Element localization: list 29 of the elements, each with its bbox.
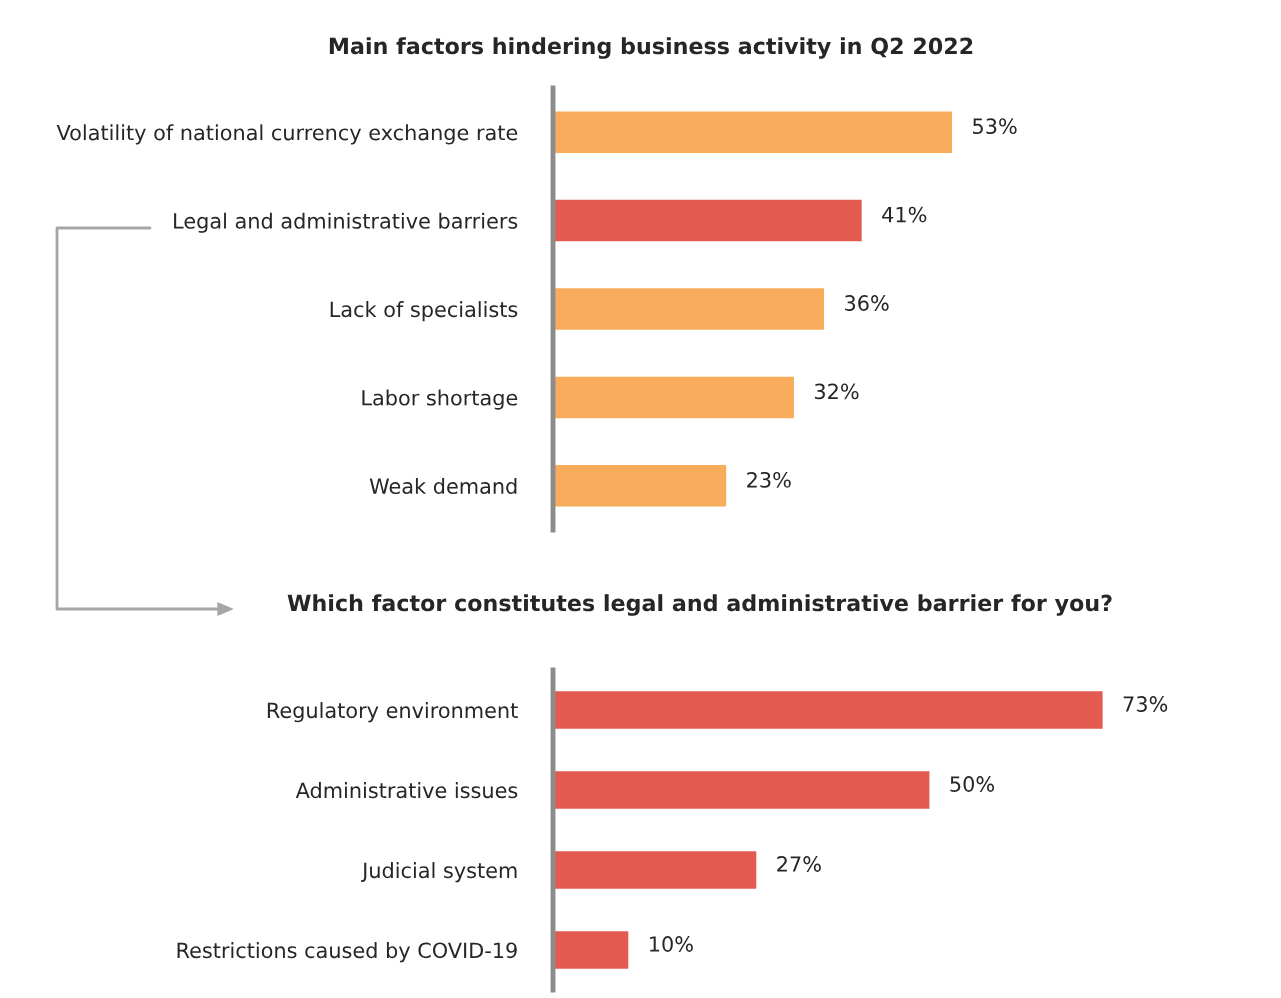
y-tick-label: Legal and administrative barriers — [174, 212, 518, 233]
y-tick-label: Lack of specialists — [330, 301, 518, 322]
bar — [553, 199, 862, 242]
chart-title: Main factors hindering business activity in Q2 2022 — [329, 37, 973, 59]
data-label: 73% — [1123, 696, 1168, 712]
data-label: 53% — [973, 118, 1017, 135]
y-tick-label: Weak demand — [369, 477, 517, 495]
data-label: 10% — [650, 936, 693, 952]
bar — [553, 851, 757, 889]
y-tick-label: Administrative issues — [295, 782, 518, 799]
bar — [553, 288, 825, 330]
data-label: 50% — [950, 776, 995, 792]
y-tick-label: Restrictions caused by COVID-19 — [177, 942, 517, 963]
bar — [553, 931, 629, 969]
y-tick-label: Judicial system — [361, 862, 517, 883]
chart-title: Which factor constitutes legal and administrative barrier for you? — [287, 594, 1112, 616]
bar — [553, 691, 1103, 729]
data-label: 27% — [777, 856, 821, 872]
bar — [553, 376, 794, 419]
bar — [553, 465, 727, 507]
bar — [553, 771, 930, 809]
data-label: 36% — [845, 295, 889, 311]
y-tick-label: Labor shortage — [362, 389, 518, 410]
bar — [553, 111, 953, 153]
data-label: 32% — [814, 383, 859, 400]
data-label: 41% — [882, 206, 927, 223]
data-label: 23% — [747, 471, 791, 488]
y-tick-label: Volatility of national currency exchange rate — [56, 124, 518, 145]
y-tick-label: Regulatory environment — [267, 702, 518, 723]
